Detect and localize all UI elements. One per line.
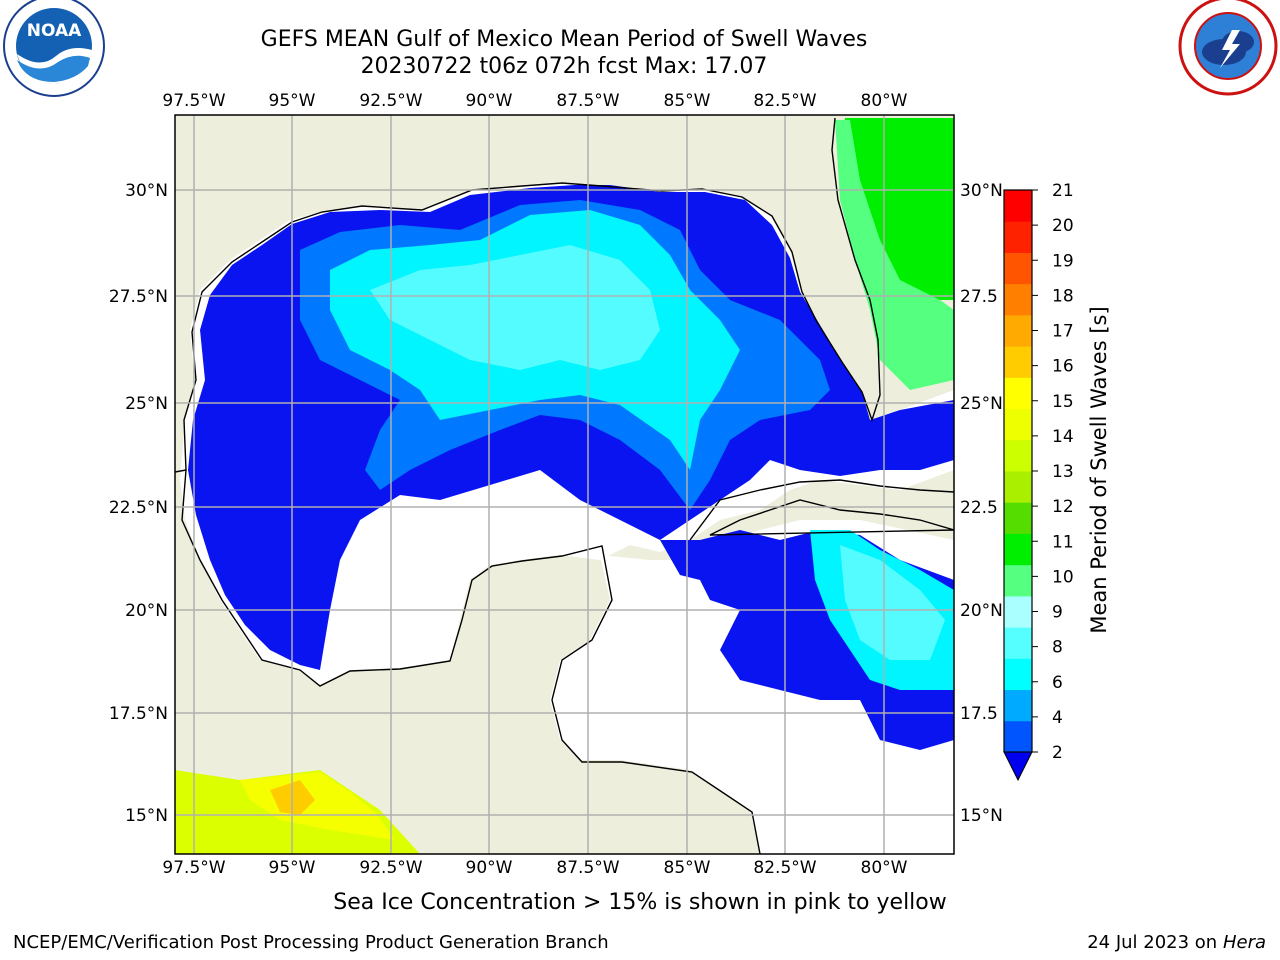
colorbar-tick-label: 12 [1052, 497, 1074, 517]
lat-label-left-1: 27.5°N [109, 287, 168, 307]
colorbar-segment [1004, 502, 1032, 534]
colorbar-segment [1004, 720, 1032, 753]
lat-label-left-6: 15°N [125, 806, 168, 826]
map-frame [174, 114, 955, 855]
chart-title: GEFS MEAN Gulf of Mexico Mean Period of … [260, 27, 868, 52]
colorbar-tick-label: 9 [1052, 603, 1063, 623]
colorbar-label: Mean Period of Swell Waves [s] [1087, 306, 1111, 633]
lon-label-bottom-3: 90°W [466, 858, 513, 878]
colorbar-tick-label: 4 [1052, 708, 1063, 728]
colorbar-segment [1004, 408, 1032, 441]
lat-label-right-3: 22.5 [960, 498, 998, 518]
lon-label-top-3: 90°W [466, 91, 513, 111]
colorbar-segment [1004, 439, 1032, 472]
colorbar-tick-label: 2 [1052, 743, 1063, 763]
lon-label-top-4: 87.5°W [556, 91, 619, 111]
sea-ice-note: Sea Ice Concentration > 15% is shown in … [0, 890, 1280, 915]
lon-label-bottom-1: 95°W [269, 858, 316, 878]
colorbar-segment [1004, 471, 1032, 503]
colorbar-segment [1004, 314, 1032, 347]
lat-label-right-2: 25°N [960, 394, 1003, 414]
colorbar-segment [1004, 346, 1032, 378]
map-gridlines [175, 115, 954, 854]
footer-credit: NCEP/EMC/Verification Post Processing Pr… [13, 932, 609, 953]
chart-subtitle: 20230722 t06z 072h fcst Max: 17.07 [360, 54, 768, 79]
lat-label-right-0: 30°N [960, 181, 1003, 201]
colorbar-tick-label: 8 [1052, 638, 1063, 658]
footer-date-text: 24 Jul 2023 on [1087, 932, 1223, 953]
lon-label-bottom-4: 87.5°W [556, 858, 619, 878]
lat-label-left-4: 20°N [125, 601, 168, 621]
colorbar-segment [1004, 283, 1032, 316]
colorbar-segment [1004, 252, 1032, 285]
lat-label-right-6: 15°N [960, 806, 1003, 826]
lat-label-right-1: 27.5 [960, 287, 998, 307]
lat-label-left-0: 30°N [125, 181, 168, 201]
map-plot: 97.5°W 95°W 92.5°W 90°W 87.5°W 85°W 82.5… [109, 91, 1003, 878]
coastline-mexico [181, 469, 761, 854]
colorbar-tick-label: 17 [1052, 322, 1074, 342]
lon-label-top-5: 85°W [664, 91, 711, 111]
lon-label-bottom-7: 80°W [861, 858, 908, 878]
colorbar-segment [1004, 689, 1032, 722]
sea-ice-note-text: Sea Ice Concentration > 15% is shown in … [333, 890, 947, 915]
colorbar-tick-label: 11 [1052, 532, 1074, 552]
lon-label-top-0: 97.5°W [162, 91, 225, 111]
swell-8s-region-caribbean [840, 545, 945, 660]
lat-label-left-5: 17.5°N [109, 704, 168, 724]
lon-label-top-1: 95°W [269, 91, 316, 111]
colorbar-tick-label: 20 [1052, 216, 1074, 236]
lon-label-top-6: 82.5°W [753, 91, 816, 111]
noaa-logo: NOAA [3, 0, 105, 97]
lon-label-bottom-6: 82.5°W [753, 858, 816, 878]
colorbar-segment [1004, 595, 1032, 628]
colorbar-tick-label: 6 [1052, 673, 1063, 693]
lon-label-top-2: 92.5°W [359, 91, 422, 111]
colorbar-tick-label: 18 [1052, 286, 1074, 306]
colorbar-segment [1004, 658, 1032, 691]
coastline-gulf [175, 117, 881, 473]
colorbar-tick-label: 19 [1052, 251, 1074, 271]
colorbar-tick-label: 13 [1052, 462, 1074, 482]
colorbar-segment [1004, 221, 1032, 253]
lat-label-right-4: 20°N [960, 601, 1003, 621]
lon-label-bottom-0: 97.5°W [162, 858, 225, 878]
footer-date: 24 Jul 2023 on Hera [1087, 932, 1266, 953]
colorbar-segment [1004, 377, 1032, 410]
colorbar-tick-label: 14 [1052, 427, 1074, 447]
colorbar-segment [1004, 190, 1032, 222]
lon-label-top-7: 80°W [861, 91, 908, 111]
colorbar-tick-label: 16 [1052, 357, 1074, 377]
lat-label-right-5: 17.5 [960, 704, 998, 724]
colorbar-segment [1004, 533, 1032, 566]
lon-label-bottom-5: 85°W [664, 858, 711, 878]
nws-logo [1178, 0, 1278, 96]
swell-9s-region-atlantic [835, 120, 954, 390]
colorbar-segment [1004, 564, 1032, 597]
colorbar-tick-label: 15 [1052, 392, 1074, 412]
coastline-cuba [689, 479, 954, 541]
colorbar-tick-label: 10 [1052, 567, 1074, 587]
colorbar-extend-arrow [1003, 751, 1033, 782]
noaa-logo-text: NOAA [27, 21, 82, 41]
colorbar-segment [1004, 627, 1032, 659]
footer-machine: Hera [1222, 932, 1266, 953]
lat-label-left-2: 25°N [125, 394, 168, 414]
colorbar: 21 20 19 18 17 16 15 14 13 12 11 10 9 8 6 4 2 [1003, 181, 1074, 782]
lon-label-bottom-2: 92.5°W [359, 858, 422, 878]
lat-label-left-3: 22.5°N [109, 498, 168, 518]
colorbar-tick-label: 21 [1052, 181, 1074, 201]
